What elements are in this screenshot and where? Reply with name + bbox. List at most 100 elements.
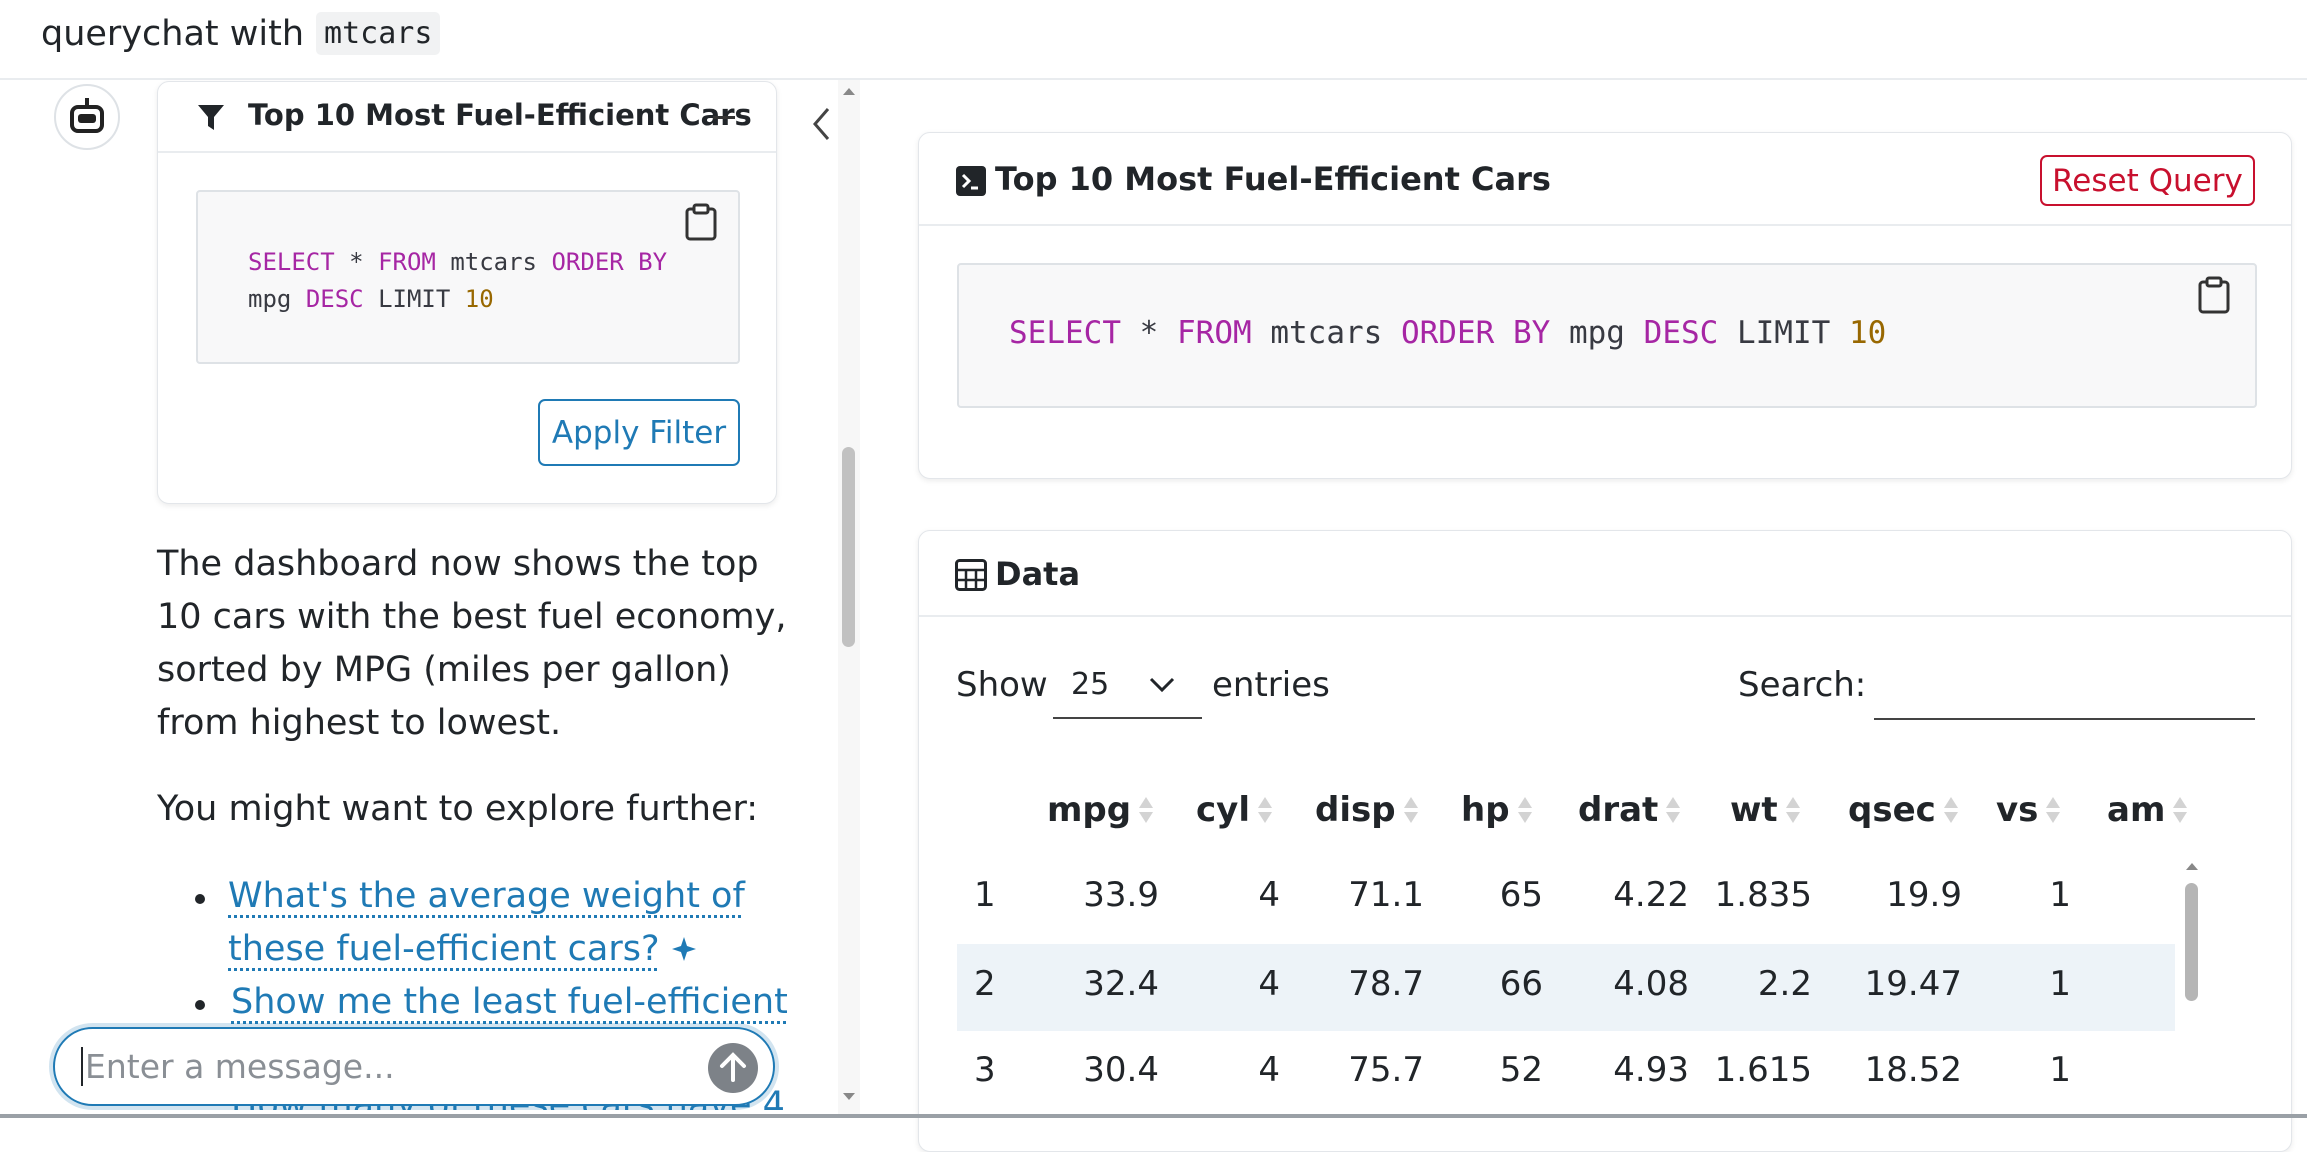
terminal-icon (956, 166, 986, 196)
copy-button[interactable] (684, 202, 718, 242)
query-card: Top 10 Most Fuel-Efficient Cars Reset Qu… (918, 132, 2292, 479)
scroll-down[interactable] (842, 1092, 856, 1102)
column-header[interactable]: mpg (1047, 790, 1154, 830)
sql-token: DESC (305, 285, 364, 313)
sort-icon (1517, 795, 1532, 825)
sql-token: 10 (1848, 315, 1887, 351)
search-input[interactable] (1874, 666, 2255, 720)
data-card-title: Data (995, 555, 1081, 593)
table-cell: 65 (1499, 875, 1543, 915)
sort-icon (2173, 795, 2188, 825)
app-title: querychat with (41, 13, 305, 54)
sql-token: 10 (464, 285, 494, 313)
sort-icon (1943, 795, 1958, 825)
select-chevron (1149, 677, 1175, 693)
column-header[interactable]: drat (1578, 790, 1681, 830)
column-name: wt (1730, 790, 1778, 830)
copy-button[interactable] (2197, 275, 2231, 315)
column-name: drat (1578, 790, 1659, 830)
sort-icon (1666, 795, 1681, 825)
suggestion-link[interactable]: Show me the least fuel-efficient (231, 982, 788, 1022)
column-header[interactable]: cyl (1196, 790, 1272, 830)
table-cell: 19.47 (1864, 964, 1962, 1004)
sql-token: * (1139, 315, 1159, 351)
sql-token: FROM (1177, 315, 1252, 351)
table-scrollbar (2181, 861, 2203, 1151)
query-card-title: Top 10 Most Fuel-Efficient Cars (995, 160, 1551, 198)
column-name: vs (1996, 790, 2039, 830)
card-header-border (919, 615, 2291, 617)
column-header[interactable]: hp (1461, 790, 1532, 830)
table-cell: 4 (1258, 964, 1280, 1004)
table-cell: 1 (2049, 964, 2071, 1004)
column-header[interactable]: qsec (1848, 790, 1958, 830)
bot-avatar (54, 84, 120, 150)
sort-icon (1139, 795, 1154, 825)
sql-token: mpg (1568, 315, 1625, 351)
column-name: disp (1315, 790, 1396, 830)
sort-icon (1257, 795, 1272, 825)
entries-label: entries (1212, 665, 1330, 705)
header-border (0, 78, 2307, 80)
table-cell: 4 (1258, 875, 1280, 915)
data-table: mpg cyl disp hp drat wt qsec vs am 1 33.9 4 71.1 65 4.… (974, 790, 2188, 1090)
app-header: querychat with mtcars (41, 12, 441, 55)
table-cell: 66 (1499, 964, 1543, 1004)
bullet (195, 894, 205, 904)
chat-input[interactable]: Enter a message... (53, 1027, 775, 1106)
card-header-border (919, 224, 2291, 226)
table-cell: 30.4 (1083, 1050, 1159, 1090)
sql-text: SELECT * FROM mtcars ORDER BY mpg DESC L… (248, 244, 688, 318)
table-icon (955, 559, 987, 591)
column-header[interactable]: disp (1315, 790, 1418, 830)
reset-query-button[interactable]: Reset Query (2040, 155, 2255, 206)
sql-code-block: SELECT * FROM mtcars ORDER BY mpg DESC L… (957, 263, 2257, 408)
sidebar-scrollbar (838, 80, 860, 1115)
sidebar-collapse-button[interactable] (810, 106, 834, 142)
column-name: hp (1461, 790, 1510, 830)
filter-icon (198, 105, 224, 130)
filter-card-title: Top 10 Most Fuel-Efficient Cars (248, 98, 752, 132)
table-cell: 71.1 (1348, 875, 1424, 915)
sort-icon (2046, 795, 2061, 825)
window-bottom-edge (0, 1114, 2307, 1118)
sql-token: DESC (1643, 315, 1719, 351)
table-cell: 4.22 (1613, 875, 1689, 915)
apply-filter-button[interactable]: Apply Filter (538, 399, 740, 466)
sql-token: mtcars (1270, 315, 1383, 351)
column-name: mpg (1047, 790, 1132, 830)
sql-code-block: SELECT * FROM mtcars ORDER BY mpg DESC L… (196, 190, 740, 364)
table-cell: 1 (2049, 1050, 2071, 1090)
sql-token: SELECT (1009, 315, 1121, 351)
sql-text: SELECT * FROM mtcars ORDER BY mpg DESC L… (1009, 315, 1886, 351)
search-label: Search: (1738, 665, 1867, 705)
sql-token: SELECT (248, 248, 335, 276)
suggestion-link[interactable]: What's the average weight of these fuel-… (228, 876, 745, 969)
table-cell: 1.615 (1714, 1050, 1812, 1090)
scrollbar-thumb[interactable] (842, 447, 855, 647)
scroll-up[interactable] (842, 86, 856, 96)
sql-token: BY (1512, 315, 1551, 351)
sql-token: LIMIT (1736, 315, 1831, 351)
collapse-card-button[interactable] (713, 116, 735, 119)
row-highlight (957, 944, 2175, 1031)
table-cell: 78.7 (1348, 964, 1424, 1004)
suggestion-item[interactable]: Show me the least fuel-efficient (231, 976, 788, 1029)
table-cell: 33.9 (1083, 875, 1159, 915)
sql-token: BY (638, 248, 668, 276)
column-header[interactable]: am (2107, 790, 2188, 830)
table-cell: 4.08 (1613, 964, 1689, 1004)
column-header[interactable]: vs (1996, 790, 2061, 830)
column-name: qsec (1848, 790, 1936, 830)
scroll-up[interactable] (2185, 861, 2199, 871)
suggestion-item[interactable]: What's the average weight of these fuel-… (228, 870, 748, 976)
assistant-paragraph: You might want to explore further: (157, 789, 759, 829)
scrollbar-thumb[interactable] (2185, 883, 2198, 1001)
send-button[interactable] (707, 1042, 759, 1094)
column-header[interactable]: wt (1730, 790, 1800, 830)
dataset-code: mtcars (316, 12, 441, 55)
table-cell: 18.52 (1864, 1050, 1962, 1090)
page: {"header": {"title": "querychat with", "… (0, 12, 2307, 1152)
table-cell: 52 (1499, 1050, 1543, 1090)
page-length-select[interactable]: 25 (1053, 657, 1202, 719)
